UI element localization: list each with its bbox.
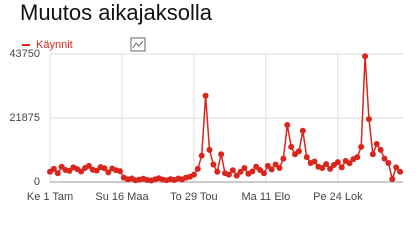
y-tick-label: 0 [34,176,40,188]
x-tick-label: Ma 11 Elo [242,191,291,203]
legend-label: Käynnit [36,39,73,51]
data-point [233,172,240,179]
data-point [190,171,197,178]
data-point [105,169,112,176]
data-point [295,148,302,155]
data-point [276,164,283,171]
icon-glyph [132,40,144,49]
data-point [93,167,100,174]
data-point [272,161,279,168]
data-point [393,164,400,171]
data-point [385,159,392,166]
data-point [381,155,388,162]
data-point [54,170,61,177]
data-point [365,116,372,123]
data-point [50,165,57,172]
data-point [66,167,73,174]
y-tick-label: 43750 [9,48,40,60]
data-point [78,168,85,175]
data-point [194,165,201,172]
data-point [354,154,361,161]
data-point [362,53,369,60]
data-point [85,162,92,169]
x-tick-label: Pe 24 Lok [313,191,363,203]
data-point [397,168,404,175]
data-point [303,154,310,161]
x-tick-label: Su 16 Maa [95,191,149,203]
data-point [210,161,217,168]
data-point [264,162,271,169]
data-point [198,152,205,159]
data-point [377,146,384,153]
data-point [249,168,256,175]
data-point [280,155,287,162]
data-point [327,165,334,172]
data-point [218,151,225,158]
data-point [389,176,396,183]
data-point [338,164,345,171]
data-point [101,165,108,172]
y-tick-label: 21875 [9,112,40,124]
data-point [373,140,380,147]
data-point [369,151,376,158]
data-point [225,171,232,178]
x-tick-label: Ke 1 Tam [27,191,73,203]
data-point [229,167,236,174]
data-point [334,159,341,166]
data-point [323,161,330,168]
data-point [311,158,318,165]
data-point [299,127,306,134]
data-point [202,92,209,99]
data-point [241,164,248,171]
data-point [358,143,365,150]
data-point [260,170,267,177]
data-point [346,160,353,167]
x-tick-label: To 29 Tou [170,191,218,203]
chart-title: Muutos aikajaksolla [20,0,213,25]
data-point [206,146,213,153]
data-point [268,166,275,173]
data-point [288,143,295,150]
data-point [117,168,124,175]
chart-icon[interactable] [130,37,146,52]
data-point [214,168,221,175]
data-point [284,121,291,128]
chart: Muutos aikajaksolla 0 21875 43750 Ke 1 Tam S… [9,0,404,203]
data-point [237,168,244,175]
data-point [319,164,326,171]
